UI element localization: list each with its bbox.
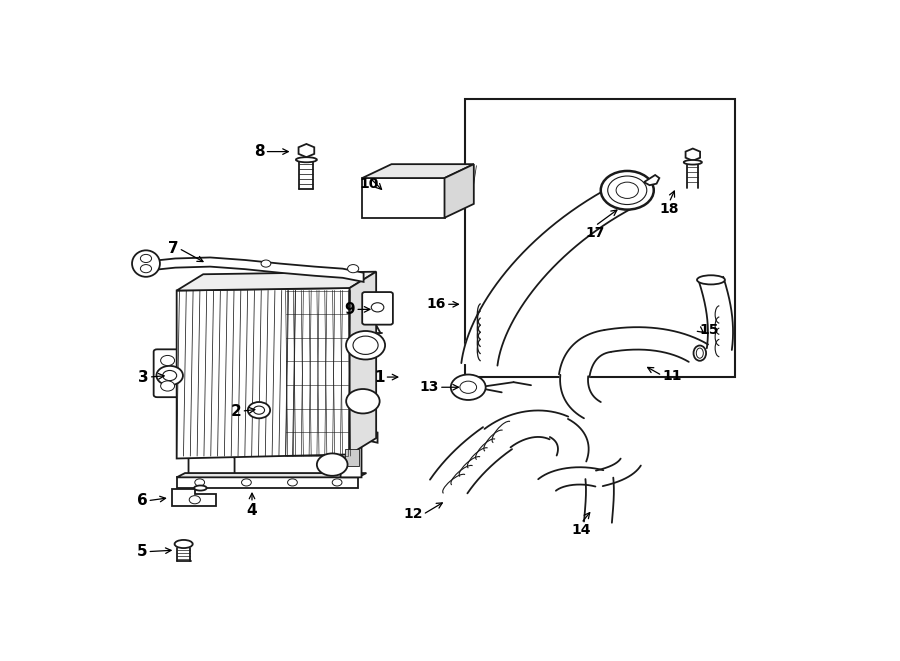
Ellipse shape: [697, 348, 703, 358]
Circle shape: [346, 331, 385, 360]
Circle shape: [140, 254, 151, 262]
Polygon shape: [346, 449, 359, 466]
Circle shape: [140, 264, 151, 273]
Circle shape: [460, 381, 477, 393]
Circle shape: [194, 479, 204, 486]
Text: 8: 8: [254, 144, 265, 159]
FancyBboxPatch shape: [362, 292, 393, 325]
Polygon shape: [349, 272, 376, 454]
Circle shape: [616, 182, 638, 198]
Text: 18: 18: [660, 202, 679, 217]
Polygon shape: [698, 277, 733, 350]
Ellipse shape: [175, 540, 193, 548]
Polygon shape: [644, 175, 660, 185]
Circle shape: [248, 402, 270, 418]
Text: 1: 1: [374, 369, 384, 385]
Text: 2: 2: [230, 404, 241, 418]
FancyBboxPatch shape: [154, 349, 182, 397]
Polygon shape: [559, 330, 611, 377]
Circle shape: [372, 303, 383, 312]
Text: 16: 16: [427, 297, 446, 311]
Circle shape: [601, 171, 653, 210]
Ellipse shape: [694, 346, 706, 361]
Polygon shape: [560, 375, 601, 418]
Bar: [464, 98, 734, 377]
Polygon shape: [176, 288, 349, 459]
Text: 11: 11: [662, 369, 681, 383]
Ellipse shape: [132, 251, 160, 277]
Circle shape: [347, 264, 359, 273]
Circle shape: [451, 375, 486, 400]
Ellipse shape: [296, 157, 317, 163]
Polygon shape: [176, 272, 376, 291]
Circle shape: [241, 479, 251, 486]
Ellipse shape: [194, 485, 207, 490]
Text: 7: 7: [168, 241, 179, 256]
Polygon shape: [362, 178, 445, 217]
Text: 5: 5: [137, 544, 148, 559]
Text: 4: 4: [247, 503, 257, 518]
Text: 17: 17: [586, 226, 605, 240]
Circle shape: [254, 406, 265, 414]
Circle shape: [189, 496, 201, 504]
Polygon shape: [430, 427, 512, 493]
Polygon shape: [462, 187, 633, 366]
Circle shape: [346, 389, 380, 414]
Polygon shape: [176, 477, 358, 488]
Ellipse shape: [684, 160, 702, 165]
Circle shape: [261, 260, 271, 267]
Text: 14: 14: [572, 523, 591, 537]
FancyBboxPatch shape: [188, 457, 235, 477]
Circle shape: [163, 370, 176, 381]
Polygon shape: [146, 258, 364, 282]
Circle shape: [160, 356, 175, 366]
Polygon shape: [584, 478, 614, 523]
Text: 6: 6: [137, 493, 148, 508]
Polygon shape: [340, 429, 378, 477]
Circle shape: [157, 366, 183, 385]
Circle shape: [317, 453, 347, 476]
Text: 3: 3: [138, 369, 148, 385]
Polygon shape: [596, 459, 641, 486]
Text: 9: 9: [345, 302, 356, 317]
Polygon shape: [604, 327, 708, 362]
Text: 13: 13: [419, 380, 439, 394]
Circle shape: [332, 479, 342, 486]
Text: 12: 12: [403, 508, 423, 522]
Circle shape: [353, 336, 378, 354]
Polygon shape: [299, 144, 314, 157]
Polygon shape: [538, 467, 603, 490]
Circle shape: [160, 381, 175, 391]
Polygon shape: [445, 164, 473, 217]
Text: 15: 15: [700, 323, 719, 336]
Text: 10: 10: [359, 177, 379, 191]
Ellipse shape: [697, 275, 724, 284]
Circle shape: [288, 479, 297, 486]
Circle shape: [608, 176, 647, 204]
Polygon shape: [176, 473, 366, 477]
Polygon shape: [172, 489, 216, 506]
Polygon shape: [362, 164, 473, 178]
Polygon shape: [550, 419, 589, 461]
Polygon shape: [686, 149, 700, 161]
Polygon shape: [484, 410, 568, 447]
